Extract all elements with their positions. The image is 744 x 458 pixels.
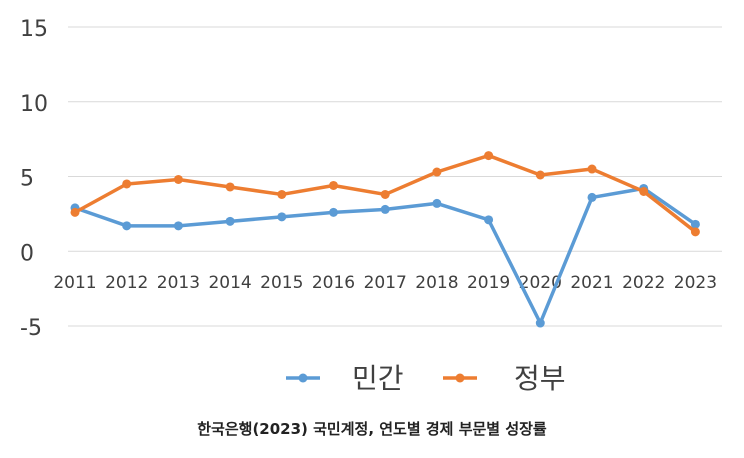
legend-marker <box>455 373 465 383</box>
chart-caption: 한국은행(2023) 국민계정, 연도별 경제 부문별 성장률 <box>197 420 547 438</box>
y-tick-label: 15 <box>20 17 48 42</box>
data-point <box>173 174 183 184</box>
data-point <box>535 170 545 180</box>
series-정부 <box>70 151 700 237</box>
x-tick-label: 2018 <box>415 273 458 293</box>
data-point <box>432 198 442 208</box>
data-point <box>70 207 80 217</box>
data-point <box>329 207 338 217</box>
x-tick-label: 2020 <box>519 273 562 293</box>
x-tick-label: 2014 <box>208 273 251 293</box>
x-tick-label: 2023 <box>674 273 717 293</box>
data-point <box>122 179 132 189</box>
legend-label: 민간 <box>352 362 404 395</box>
data-point <box>639 186 649 196</box>
legend-marker <box>298 373 308 383</box>
series-민간 <box>70 183 700 328</box>
x-tick-label: 2011 <box>53 273 96 293</box>
data-point <box>535 318 545 328</box>
legend: 민간 정부 <box>286 362 566 395</box>
y-tick-label: 0 <box>20 241 34 266</box>
y-tick-label: 5 <box>20 167 34 192</box>
x-tick-label: 2022 <box>622 273 665 293</box>
x-tick-label: 2012 <box>105 273 148 293</box>
data-point <box>587 164 597 174</box>
data-point <box>329 180 338 190</box>
data-point <box>122 221 132 231</box>
data-point <box>690 227 700 237</box>
data-point <box>277 189 287 199</box>
x-axis-ticks: 2011 2012 2013 2014 2015 2016 2017 2018 2019 2020… <box>53 273 717 293</box>
data-point <box>484 151 494 161</box>
data-point <box>587 192 597 202</box>
data-point <box>173 221 183 231</box>
data-point <box>277 212 287 222</box>
data-point <box>690 219 700 229</box>
x-tick-label: 2015 <box>260 273 303 293</box>
x-tick-label: 2013 <box>157 273 200 293</box>
data-point <box>484 215 494 225</box>
x-tick-label: 2017 <box>364 273 407 293</box>
y-tick-label: 10 <box>20 92 48 117</box>
data-point <box>225 216 235 226</box>
x-tick-label: 2021 <box>570 273 613 293</box>
series-layer <box>70 151 700 328</box>
data-point <box>225 182 235 192</box>
y-tick-label: -5 <box>20 316 42 341</box>
legend-label: 정부 <box>514 362 566 395</box>
data-point <box>380 204 390 214</box>
data-point <box>432 167 442 177</box>
x-tick-label: 2019 <box>467 273 510 293</box>
x-tick-label: 2016 <box>312 273 355 293</box>
data-point <box>380 189 390 199</box>
y-axis-ticks: 15 10 5 0 -5 <box>20 17 48 341</box>
